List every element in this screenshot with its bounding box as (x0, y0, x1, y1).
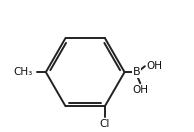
Text: CH₃: CH₃ (13, 67, 33, 77)
Text: OH: OH (147, 61, 163, 71)
Text: Cl: Cl (100, 119, 110, 129)
Text: B: B (133, 67, 140, 77)
Text: OH: OH (132, 85, 148, 95)
